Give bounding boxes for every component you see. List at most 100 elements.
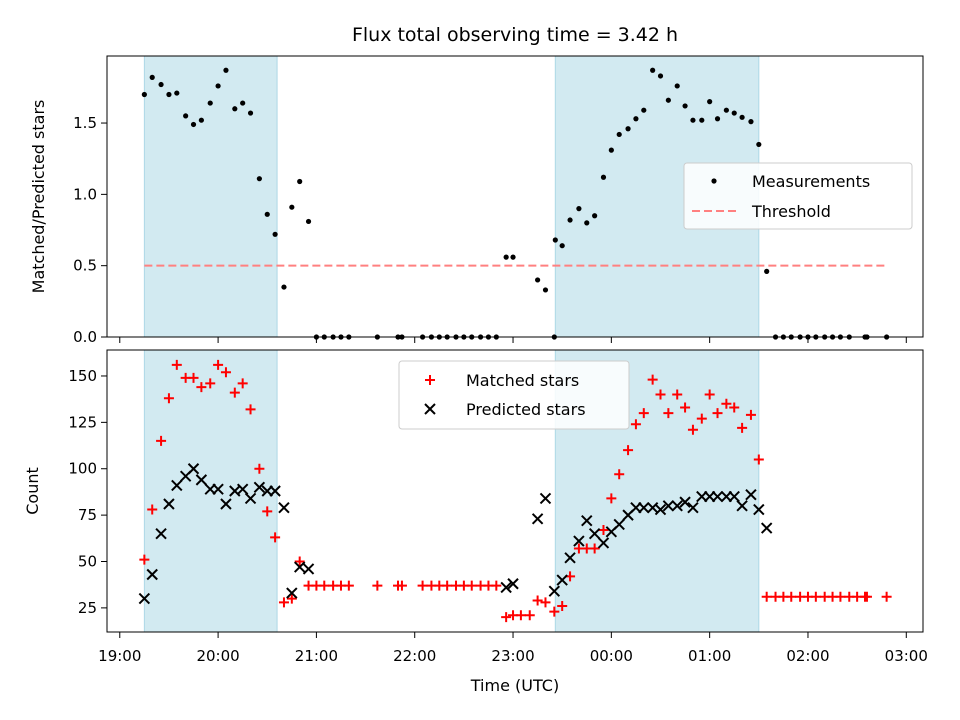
predicted-star-point [745, 489, 757, 501]
matched-star-point [655, 389, 666, 400]
matched-star-point [188, 372, 199, 383]
predicted-star-point [671, 500, 683, 512]
matched-star-point [753, 454, 764, 465]
matched-star-point [696, 413, 707, 424]
predicted-star-point [302, 563, 315, 575]
measurement-point [559, 243, 565, 249]
x-tick-label: 21:00 [295, 647, 338, 665]
top-y-ticks: 0.0 0.5 1.0 1.5 [73, 114, 107, 346]
measurement-point [552, 237, 558, 243]
measurement-point [305, 218, 312, 225]
measurement-point [166, 91, 172, 98]
x-tick-label: 23:00 [491, 647, 534, 665]
predicted-star-point [500, 581, 512, 594]
y-tick-label: 0.0 [73, 328, 97, 346]
predicted-star-point [597, 537, 610, 549]
matched-stars-series [139, 359, 892, 623]
matched-star-point [540, 597, 551, 608]
matched-star-point [319, 580, 330, 591]
measurement-point [641, 107, 647, 113]
measurement-point [756, 141, 762, 148]
measurement-point [207, 100, 213, 106]
x-axis-label: Time (UTC) [470, 676, 559, 695]
predicted-star-point [581, 514, 593, 527]
matched-star-point [729, 402, 740, 413]
measurement-point [198, 117, 204, 123]
measurement-point [240, 100, 246, 106]
y-tick-label: 150 [68, 367, 97, 385]
matched-star-point [761, 591, 772, 602]
legend-frame [398, 360, 630, 430]
predicted-star-point [244, 492, 257, 505]
matched-star-point [270, 532, 281, 543]
matched-star-point [196, 382, 207, 393]
matched-star-point [672, 389, 683, 400]
matched-star-point [638, 408, 649, 419]
y-tick-label: 1.5 [73, 114, 97, 132]
matched-star-point [147, 504, 158, 515]
matched-star-point [245, 404, 256, 415]
predicted-star-point [539, 492, 552, 505]
predicted-star-point [736, 500, 748, 512]
top-legend: Measurements Threshold [683, 162, 913, 230]
predicted-star-point [588, 527, 601, 540]
predicted-star-point [548, 585, 561, 597]
y-tick-label: 75 [78, 506, 97, 524]
matched-star-point [442, 580, 453, 591]
measurement-point [232, 106, 238, 112]
measurement-point [190, 121, 197, 128]
bottom-legend: Matched stars Predicted stars [398, 360, 630, 430]
x-tick-label: 22:00 [393, 647, 436, 665]
predicted-star-point [531, 513, 544, 525]
predicted-star-point [753, 503, 765, 516]
predicted-star-point [212, 483, 224, 495]
bottom-plot-frame [106, 349, 924, 633]
matched-star-point [229, 387, 240, 398]
bottom-x-ticks: 19:00 20:00 21:00 22:00 23:00 00:00 01:00 02:00… [98, 632, 928, 665]
matched-star-point [606, 493, 617, 504]
matched-star-point [501, 612, 512, 623]
matched-star-point [704, 389, 715, 400]
measurement-point [723, 107, 729, 113]
top-x-ticks [119, 337, 907, 343]
matched-star-point [139, 554, 150, 565]
matched-star-point [598, 524, 609, 535]
matched-star-point [745, 409, 756, 420]
matched-star-point [810, 591, 821, 602]
x-tick-label: 19:00 [98, 647, 141, 665]
matched-star-point [630, 419, 641, 430]
measurement-point [281, 284, 287, 290]
measurement-point [650, 67, 656, 73]
measurement-point [223, 67, 229, 73]
measurement-point [174, 90, 180, 96]
predicted-star-point [613, 518, 625, 531]
matched-star-point [286, 593, 297, 604]
matched-star-point [237, 378, 248, 389]
matched-star-point [205, 378, 216, 389]
predicted-star-point [662, 500, 675, 512]
predicted-star-point [138, 592, 151, 605]
measurement-point [264, 211, 270, 217]
matched-star-point [687, 424, 698, 435]
measurement-point [748, 119, 754, 125]
measurement-point [183, 113, 189, 119]
matched-star-point [680, 402, 691, 413]
matched-star-point [647, 374, 658, 385]
y-tick-label: 125 [68, 413, 97, 431]
matched-star-point [623, 445, 634, 456]
predicted-star-point [556, 574, 568, 586]
measurement-point [674, 83, 680, 89]
measurement-point [256, 176, 262, 182]
predicted-stars-series [138, 463, 773, 605]
y-tick-label: 0.5 [73, 257, 97, 275]
predicted-star-point [155, 527, 167, 540]
measurement-point [665, 97, 671, 103]
predicted-star-point [278, 501, 290, 514]
predicted-star-point [760, 522, 773, 534]
matched-star-point [532, 595, 543, 606]
measurement-point [731, 110, 737, 116]
matched-star-point [163, 393, 174, 404]
matched-star-point [721, 398, 732, 409]
top-plot-frame [106, 55, 924, 338]
